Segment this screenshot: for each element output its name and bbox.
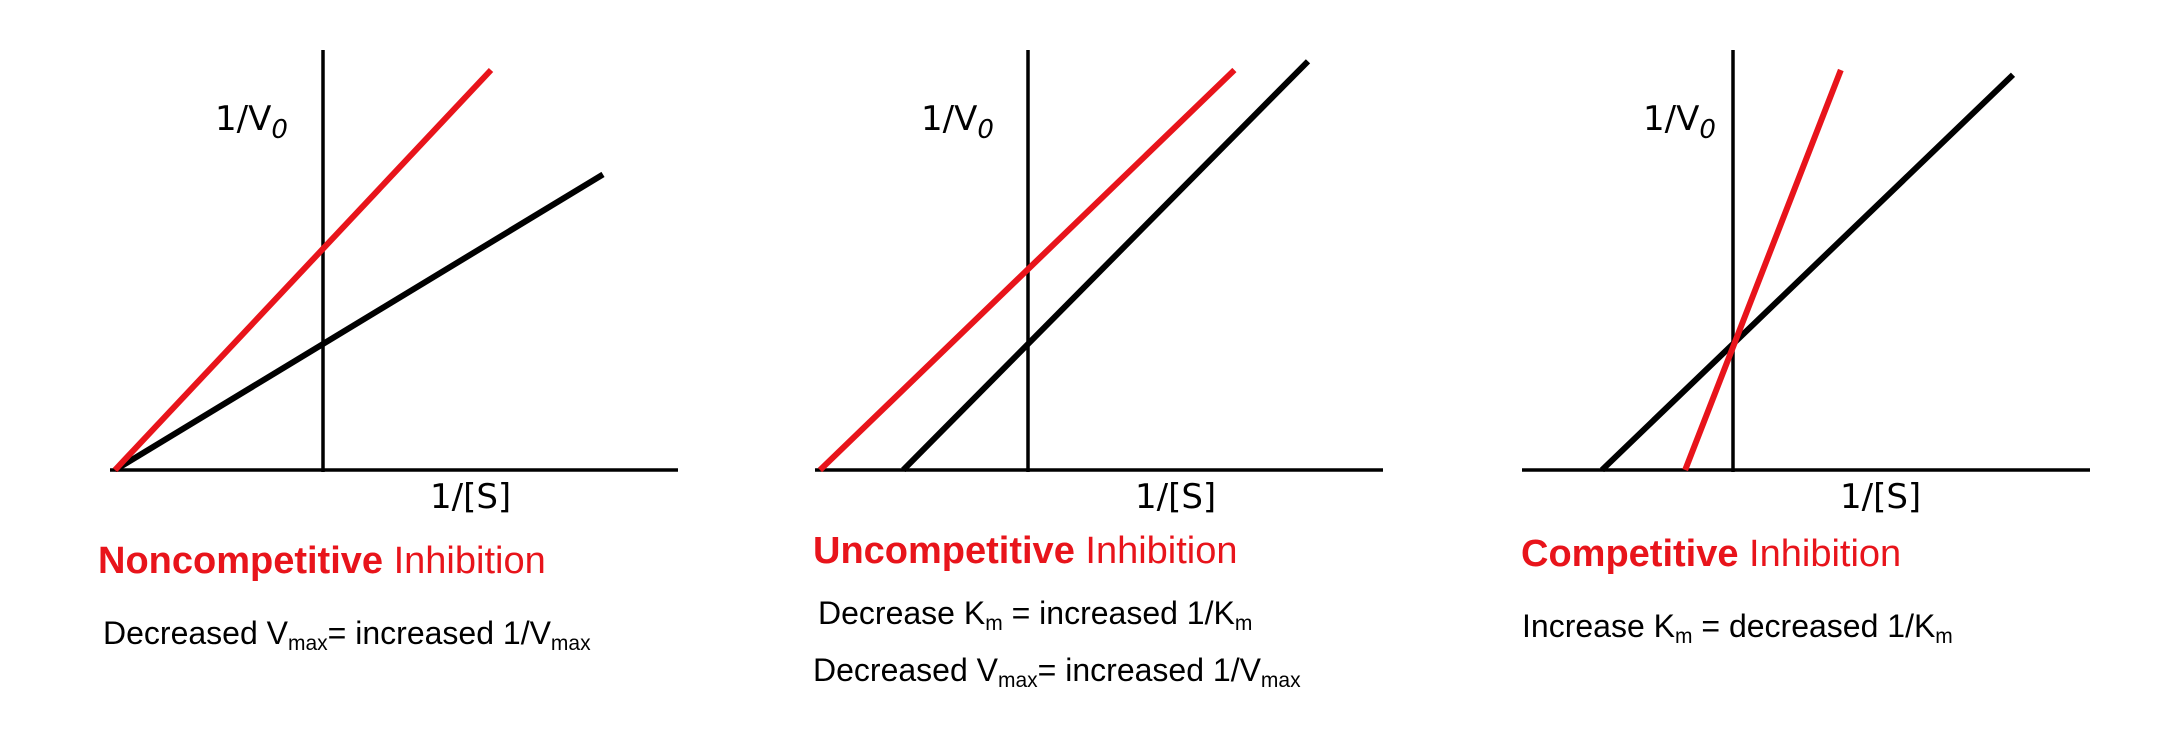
- panel-competitive: 1/V0 1/[S]: [1522, 50, 2090, 517]
- title-emphasis: Noncompetitive: [98, 540, 384, 582]
- y-axis-label: 1/V0: [921, 99, 994, 145]
- title-rest: Inhibition: [1085, 530, 1238, 572]
- x-axis-label: 1/[S]: [1840, 477, 1921, 517]
- y-axis-label: 1/V0: [1643, 99, 1716, 145]
- panel-title-noncompetitive: Noncompetitive Inhibition: [98, 540, 546, 583]
- note-km: Increase Km = decreased 1/Km: [1522, 608, 1953, 648]
- y-axis-label: 1/V0: [215, 99, 288, 145]
- title-emphasis: Competitive: [1521, 533, 1739, 575]
- uninhibited-line: [901, 59, 1311, 472]
- inhibited-line: [112, 67, 494, 472]
- panel-title-uncompetitive: Uncompetitive Inhibition: [813, 530, 1238, 573]
- panel-noncompetitive: 1/V0 1/[S]: [110, 50, 678, 517]
- uninhibited-line: [1599, 72, 2016, 472]
- title-emphasis: Uncompetitive: [813, 530, 1075, 572]
- title-rest: Inhibition: [1749, 533, 1902, 575]
- note-vmax: Decreased Vmax= increased 1/Vmax: [103, 615, 591, 655]
- x-axis-label: 1/[S]: [430, 477, 511, 517]
- title-rest: Inhibition: [393, 540, 546, 582]
- inhibited-line: [817, 67, 1237, 472]
- note-vmax: Decreased Vmax= increased 1/Vmax: [813, 652, 1301, 692]
- note-km: Decrease Km = increased 1/Km: [818, 595, 1253, 635]
- x-axis-label: 1/[S]: [1135, 477, 1216, 517]
- inhibited-line: [1682, 68, 1844, 472]
- panel-uncompetitive: 1/V0 1/[S]: [815, 50, 1383, 517]
- uninhibited-line: [113, 171, 605, 472]
- panel-title-competitive: Competitive Inhibition: [1521, 533, 1901, 576]
